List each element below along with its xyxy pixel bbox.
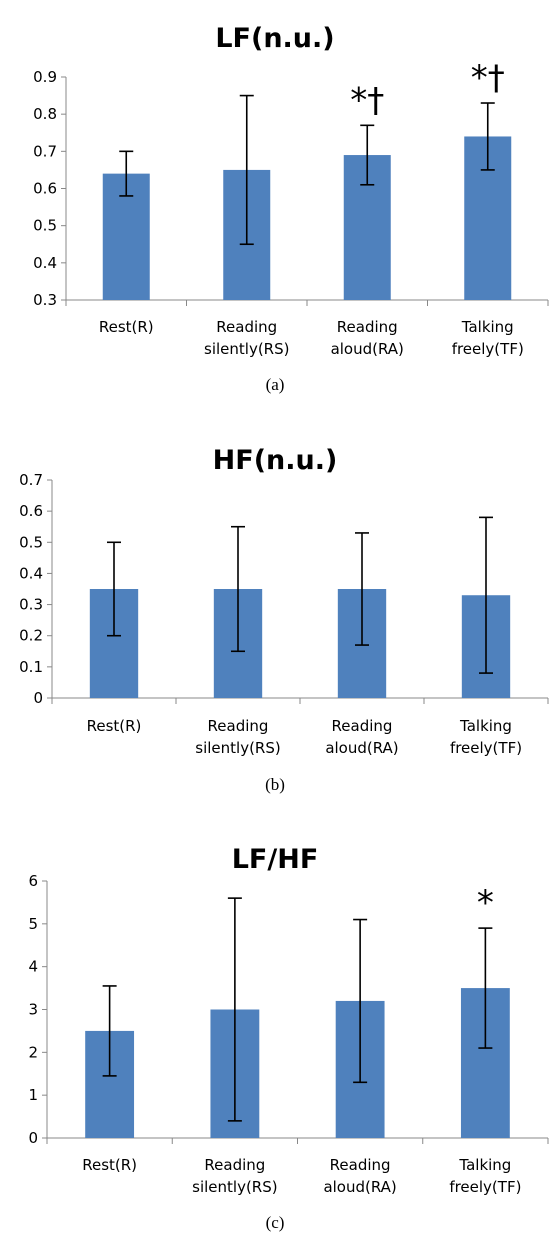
x-category-label: aloud(RA) [325,739,398,757]
x-category-label: Reading [216,318,277,336]
chart-c: LF/HF 0 1 2 3 4 5 6 Rest(R) Reading silently(RS) Re… [28,844,549,1232]
x-category-label: Reading [332,717,393,735]
chart-title: LF(n.u.) [215,23,334,54]
y-tick-label: 0 [28,1129,38,1147]
x-category-label: aloud(RA) [331,340,404,358]
figure-caption: (b) [265,775,285,794]
x-category-label: Talking [459,717,512,735]
y-tick-label: 5 [28,915,38,933]
y-tick-label: 0.9 [33,68,57,86]
y-tick-label: 4 [28,958,38,976]
x-category-label: Reading [337,318,398,336]
figure-caption: (a) [266,375,285,394]
y-tick-label: 0.4 [33,254,57,272]
x-category-label: Reading [330,1156,391,1174]
x-category-label: silently(RS) [195,739,280,757]
x-category-label: Reading [208,717,269,735]
y-tick-label: 0.5 [19,533,43,551]
chart-title: LF/HF [232,844,319,875]
x-category-label: freely(TF) [450,739,522,757]
significance-marker: *† [350,80,384,120]
y-tick-label: 0.6 [19,502,43,520]
x-category-label: silently(RS) [204,340,289,358]
y-tick-label: 0.7 [33,142,57,160]
y-tick-label: 3 [28,1001,38,1019]
y-tick-label: 0.2 [19,627,43,645]
chart-title: HF(n.u.) [213,445,338,476]
y-tick-label: 0.3 [33,291,57,309]
x-category-label: Rest(R) [87,717,142,735]
y-tick-label: 6 [28,872,38,890]
significance-marker: * [477,883,494,923]
x-category-label: Talking [458,1156,511,1174]
y-tick-label: 0.3 [19,596,43,614]
chart-b: HF(n.u.) 0 0.1 0.2 0.3 0.4 0.5 0.6 0.7 Rest(R) Rea… [19,445,549,794]
x-category-label: Talking [461,318,514,336]
significance-marker: *† [471,58,505,98]
chart-a: LF(n.u.) 0.3 0.4 0.5 0.6 0.7 0.8 0.9 Rest(R) Read… [33,23,549,394]
figure-caption: (c) [266,1213,285,1232]
y-tick-label: 0.4 [19,564,43,582]
x-category-label: Reading [204,1156,265,1174]
y-tick-label: 1 [28,1086,38,1104]
x-category-label: Rest(R) [82,1156,137,1174]
y-tick-label: 0.6 [33,180,57,198]
x-category-label: freely(TF) [452,340,524,358]
y-tick-label: 2 [28,1043,38,1061]
y-tick-label: 0.5 [33,217,57,235]
x-category-label: freely(TF) [449,1178,521,1196]
y-tick-label: 0.7 [19,471,43,489]
y-tick-label: 0.8 [33,105,57,123]
y-tick-label: 0.1 [19,658,43,676]
x-category-label: Rest(R) [99,318,154,336]
x-category-label: silently(RS) [192,1178,277,1196]
x-category-label: aloud(RA) [323,1178,396,1196]
y-tick-label: 0 [33,689,43,707]
